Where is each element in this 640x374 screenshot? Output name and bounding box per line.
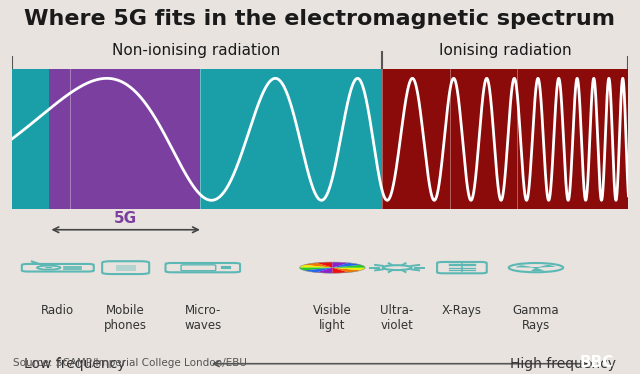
Wedge shape: [332, 262, 349, 268]
Bar: [49, 69, 70, 209]
Wedge shape: [536, 265, 556, 268]
Text: Ionising radiation: Ionising radiation: [439, 43, 572, 58]
Text: 5G: 5G: [114, 211, 137, 226]
Text: BBC: BBC: [579, 355, 614, 370]
Wedge shape: [332, 268, 349, 273]
Bar: [449, 69, 517, 209]
Wedge shape: [332, 268, 365, 270]
Text: Visible
light: Visible light: [313, 304, 352, 332]
Bar: [517, 69, 628, 209]
Text: Low frequency: Low frequency: [24, 357, 125, 371]
Circle shape: [45, 267, 52, 268]
Wedge shape: [516, 265, 536, 268]
Circle shape: [532, 267, 540, 268]
Wedge shape: [316, 268, 332, 273]
Wedge shape: [304, 263, 332, 268]
Text: Micro-
waves: Micro- waves: [184, 304, 221, 332]
Text: Gamma
Rays: Gamma Rays: [513, 304, 559, 332]
Bar: [12, 69, 49, 209]
Bar: [200, 69, 206, 209]
Text: Where 5G fits in the electromagnetic spectrum: Where 5G fits in the electromagnetic spe…: [24, 9, 616, 29]
Wedge shape: [531, 268, 545, 271]
Text: X-Rays: X-Rays: [442, 304, 482, 317]
Wedge shape: [316, 262, 332, 268]
Bar: [116, 265, 136, 271]
Bar: [70, 69, 200, 209]
Wedge shape: [332, 265, 365, 268]
Text: Mobile
phones: Mobile phones: [104, 304, 147, 332]
Wedge shape: [300, 265, 332, 268]
Wedge shape: [332, 263, 361, 268]
Text: Source: SCAMP/Imperial College London/EBU: Source: SCAMP/Imperial College London/EB…: [13, 358, 246, 368]
Wedge shape: [304, 268, 332, 272]
Bar: [206, 69, 381, 209]
Wedge shape: [332, 268, 361, 272]
Text: Radio: Radio: [41, 304, 74, 317]
Text: Non-ionising radiation: Non-ionising radiation: [113, 43, 281, 58]
Wedge shape: [300, 268, 332, 270]
Bar: [381, 69, 449, 209]
Text: Ultra-
violet: Ultra- violet: [381, 304, 413, 332]
Text: High frequency: High frequency: [510, 357, 616, 371]
